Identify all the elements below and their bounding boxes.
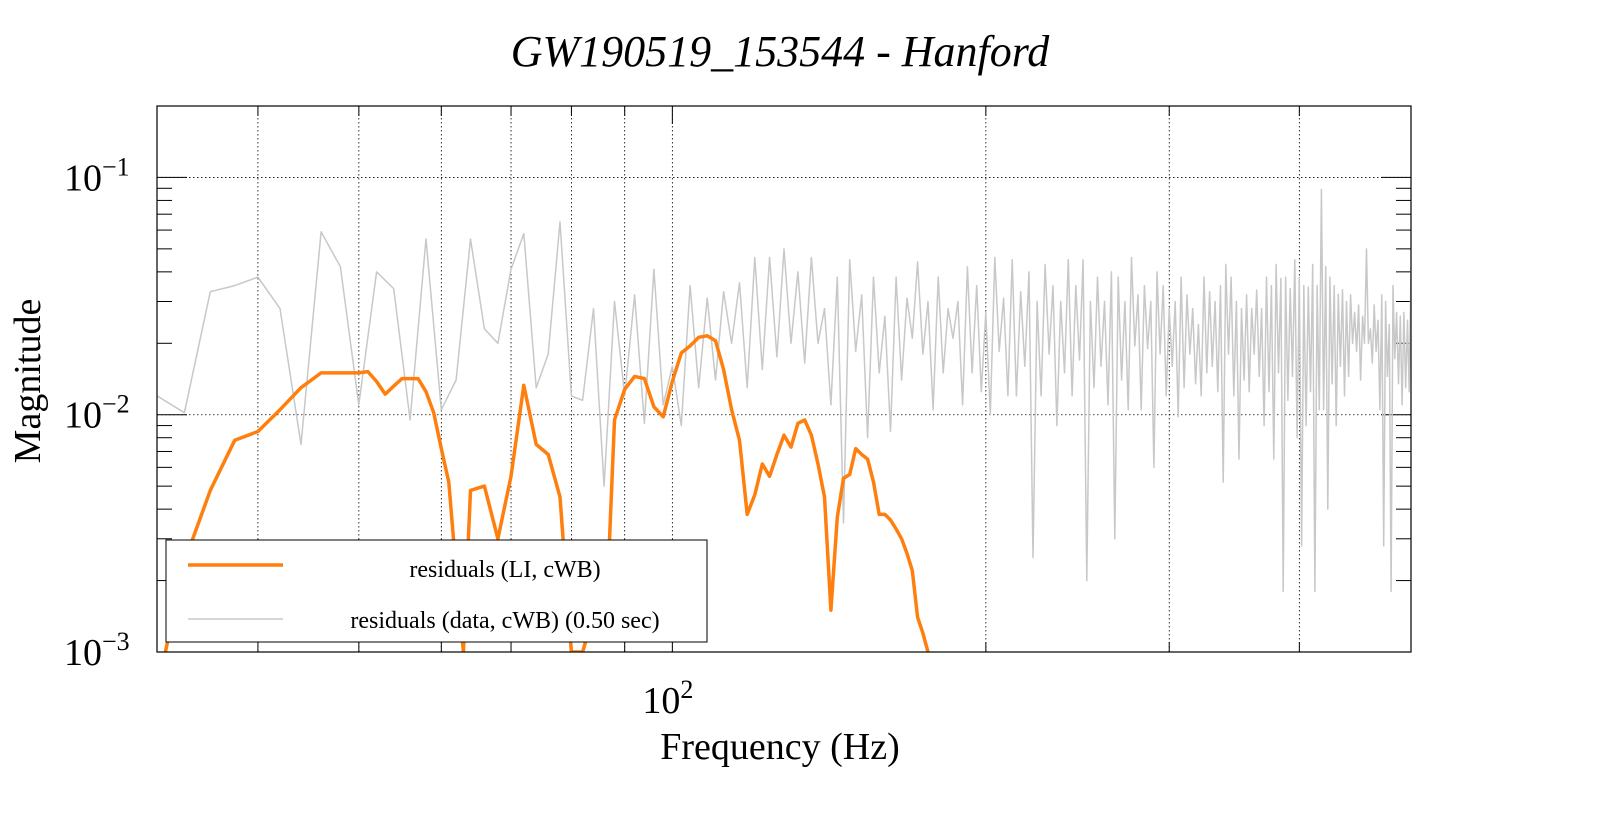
series-line-li [163, 334, 930, 652]
legend-label-li: residuals (LI, cWB) [409, 557, 600, 583]
y-tick-label: 10−2 [64, 390, 130, 437]
y-tick-label: 10−1 [64, 152, 130, 199]
plot-frame [156, 105, 1412, 653]
y-axis-label: Magnitude [7, 299, 49, 464]
x-axis-label: Frequency (Hz) [660, 726, 900, 768]
legend: residuals (LI, cWB) residuals (data, cWB… [165, 539, 708, 643]
chart-title: GW190519_153544 - Hanford [511, 27, 1051, 76]
legend-label-data: residuals (data, cWB) (0.50 sec) [350, 608, 659, 634]
x-tick-label: 102 [642, 675, 693, 722]
series-layer [157, 188, 1411, 652]
series-line-data [157, 188, 1411, 593]
axis-ticks [157, 105, 1411, 653]
tick-labels: 10−1 10−2 10−3 102 [64, 152, 693, 722]
legend-box [165, 539, 708, 643]
y-tick-label: 10−3 [64, 627, 130, 674]
